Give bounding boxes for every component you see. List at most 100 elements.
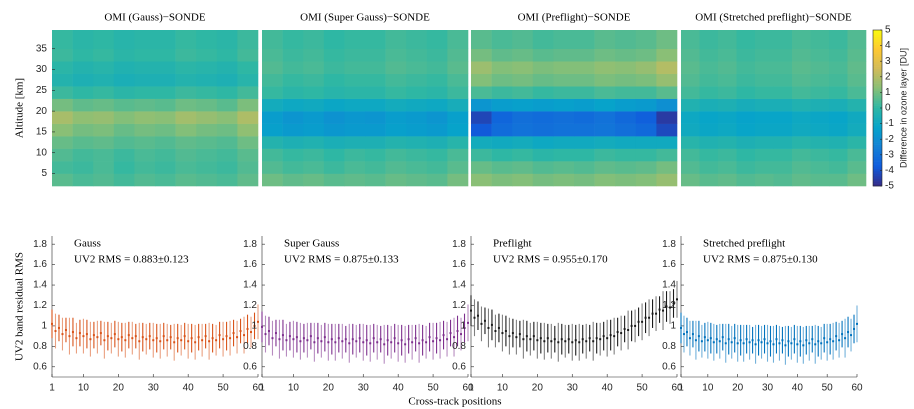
x-tick-label: 60 bbox=[462, 383, 474, 394]
heat-cell bbox=[532, 123, 554, 137]
heat-cell bbox=[594, 98, 616, 112]
mean-marker bbox=[470, 309, 472, 312]
mean-marker bbox=[428, 336, 431, 339]
heat-cell bbox=[736, 98, 756, 112]
colorbar-step bbox=[873, 30, 882, 33]
mean-marker bbox=[727, 338, 730, 341]
heat-cell bbox=[196, 173, 218, 187]
mean-marker bbox=[285, 339, 288, 342]
mean-marker bbox=[232, 332, 235, 335]
heat-cell bbox=[134, 86, 156, 99]
x-tick-label: 20 bbox=[732, 383, 744, 394]
y-tick-label: 1 bbox=[41, 321, 47, 332]
heat-cell bbox=[718, 61, 737, 74]
colorbar-step bbox=[873, 76, 882, 80]
mean-marker bbox=[564, 340, 567, 343]
heat-cell bbox=[72, 48, 94, 62]
heat-cell bbox=[829, 86, 848, 99]
heat-cell bbox=[532, 48, 554, 62]
heat-cell bbox=[426, 48, 448, 62]
heat-cell bbox=[656, 123, 678, 137]
mean-marker bbox=[522, 338, 525, 341]
heat-cell bbox=[155, 30, 176, 50]
heat-cell bbox=[262, 48, 283, 62]
mean-marker bbox=[467, 321, 469, 324]
mean-marker bbox=[497, 326, 500, 329]
heat-cell bbox=[553, 136, 575, 149]
mean-marker bbox=[211, 337, 214, 340]
heat-cell bbox=[656, 86, 678, 99]
heat-cell bbox=[323, 73, 345, 87]
heat-cell bbox=[52, 111, 73, 124]
heat-cell bbox=[52, 173, 73, 187]
heat-cell bbox=[323, 30, 345, 50]
heat-cell bbox=[755, 173, 774, 187]
heat-cell bbox=[303, 123, 325, 137]
heat-cell bbox=[532, 111, 554, 124]
heat-cell bbox=[113, 98, 135, 112]
heat-cell bbox=[282, 73, 304, 87]
colorbar-step bbox=[873, 168, 882, 172]
x-tick-label: 1 bbox=[49, 383, 55, 394]
mean-marker bbox=[700, 340, 703, 343]
y-tick-label: 1.2 bbox=[243, 300, 257, 311]
heat-cell bbox=[736, 161, 756, 174]
heat-cell bbox=[282, 111, 304, 124]
colorbar-step bbox=[873, 73, 882, 77]
mean-marker bbox=[82, 335, 85, 338]
mean-marker bbox=[715, 338, 718, 341]
heat-cell bbox=[471, 48, 492, 62]
heat-cell bbox=[344, 136, 366, 149]
heat-cell bbox=[847, 98, 867, 112]
heat-cell bbox=[656, 161, 678, 174]
colorbar-step bbox=[873, 66, 882, 70]
mean-marker bbox=[508, 335, 511, 338]
heat-cell bbox=[237, 123, 259, 137]
heat-cell bbox=[656, 111, 678, 124]
heat-cell bbox=[773, 73, 793, 87]
mean-marker bbox=[218, 334, 221, 337]
heat-cell bbox=[699, 111, 719, 124]
colorbar-step bbox=[873, 115, 882, 119]
mean-marker bbox=[180, 339, 183, 342]
x-tick-label: 20 bbox=[323, 383, 335, 394]
heat-cell bbox=[282, 148, 304, 162]
heat-cell bbox=[262, 136, 283, 149]
mean-marker bbox=[183, 335, 186, 338]
heat-cell bbox=[656, 73, 678, 87]
heat-cell bbox=[385, 48, 407, 62]
colorbar-tick-label: -5 bbox=[885, 181, 894, 192]
heat-cell bbox=[113, 73, 135, 87]
heat-cell bbox=[792, 111, 811, 124]
mean-marker bbox=[567, 338, 570, 341]
mean-marker bbox=[490, 323, 493, 326]
x-tick-label: 10 bbox=[288, 383, 300, 394]
mean-marker bbox=[362, 341, 365, 344]
mean-marker bbox=[435, 337, 438, 340]
heat-cell bbox=[755, 73, 774, 87]
mean-marker bbox=[358, 337, 361, 340]
heat-cell bbox=[755, 48, 774, 62]
heat-cell bbox=[282, 173, 304, 187]
heat-cell bbox=[718, 173, 737, 187]
heat-cell bbox=[365, 161, 386, 174]
mean-marker bbox=[463, 326, 466, 329]
heat-cell bbox=[155, 136, 176, 149]
colorbar-step bbox=[873, 117, 882, 121]
heat-cell bbox=[829, 48, 848, 62]
mean-marker bbox=[724, 342, 727, 345]
y-tick-label: 1.6 bbox=[662, 259, 676, 270]
heat-cell bbox=[847, 73, 867, 87]
heat-cell bbox=[635, 161, 657, 174]
heat-cell bbox=[699, 86, 719, 99]
mean-marker bbox=[379, 338, 382, 341]
mean-marker bbox=[173, 341, 176, 344]
mean-marker bbox=[400, 339, 403, 342]
heat-cell bbox=[344, 98, 366, 112]
heat-cell bbox=[344, 30, 366, 50]
colorbar-step bbox=[873, 81, 882, 84]
colorbar-step bbox=[873, 164, 882, 167]
mean-marker bbox=[494, 330, 497, 333]
heat-cell bbox=[406, 61, 428, 74]
